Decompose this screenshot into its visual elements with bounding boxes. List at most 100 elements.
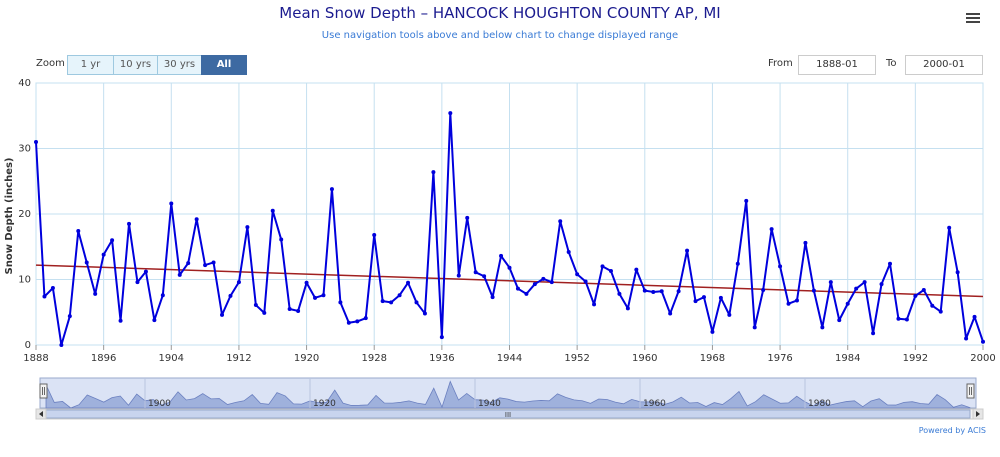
data-point[interactable] xyxy=(59,343,64,347)
data-point[interactable] xyxy=(406,280,411,285)
from-date-input[interactable]: 1888-01 xyxy=(798,55,876,75)
data-point[interactable] xyxy=(152,318,157,323)
data-point[interactable] xyxy=(938,309,943,314)
data-point[interactable] xyxy=(786,301,791,306)
data-point[interactable] xyxy=(676,289,681,294)
data-point[interactable] xyxy=(752,325,757,330)
data-point[interactable] xyxy=(211,260,216,265)
data-point[interactable] xyxy=(947,225,952,230)
data-point[interactable] xyxy=(431,170,436,175)
data-point[interactable] xyxy=(710,329,715,334)
data-point[interactable] xyxy=(329,187,334,192)
data-point[interactable] xyxy=(879,282,884,287)
data-point[interactable] xyxy=(727,312,732,317)
data-point[interactable] xyxy=(541,276,546,281)
data-point[interactable] xyxy=(127,221,132,226)
data-point[interactable] xyxy=(414,300,419,305)
data-point[interactable] xyxy=(964,336,969,341)
data-point[interactable] xyxy=(845,301,850,306)
data-point[interactable] xyxy=(634,267,639,272)
data-point[interactable] xyxy=(558,219,563,224)
data-point[interactable] xyxy=(169,201,174,206)
data-point[interactable] xyxy=(608,268,613,273)
data-point[interactable] xyxy=(67,314,72,319)
data-point[interactable] xyxy=(84,260,89,265)
data-point[interactable] xyxy=(363,316,368,321)
data-point[interactable] xyxy=(972,314,977,319)
data-point[interactable] xyxy=(296,308,301,313)
data-point[interactable] xyxy=(532,282,537,287)
data-point[interactable] xyxy=(769,227,774,232)
data-point[interactable] xyxy=(575,272,580,277)
data-point[interactable] xyxy=(372,232,377,237)
data-point[interactable] xyxy=(507,265,512,270)
data-point[interactable] xyxy=(135,280,140,285)
data-point[interactable] xyxy=(735,261,740,266)
data-point[interactable] xyxy=(904,317,909,322)
data-point[interactable] xyxy=(321,293,326,298)
data-point[interactable] xyxy=(380,299,385,304)
data-point[interactable] xyxy=(862,280,867,285)
data-point[interactable] xyxy=(42,294,47,299)
data-point[interactable] xyxy=(439,335,444,340)
navigator-handle[interactable] xyxy=(966,383,975,399)
data-point[interactable] xyxy=(896,316,901,321)
data-point[interactable] xyxy=(955,270,960,275)
data-point[interactable] xyxy=(811,288,816,293)
data-point[interactable] xyxy=(642,288,647,293)
data-point[interactable] xyxy=(177,272,182,277)
data-point[interactable] xyxy=(389,300,394,305)
data-point[interactable] xyxy=(422,311,427,316)
hamburger-menu-icon[interactable] xyxy=(966,11,980,25)
data-point[interactable] xyxy=(854,286,859,291)
data-point[interactable] xyxy=(253,303,258,308)
powered-by-credit[interactable]: Powered by ACIS xyxy=(918,426,986,435)
zoom-all-button[interactable]: All xyxy=(201,55,247,75)
data-point[interactable] xyxy=(456,273,461,278)
data-point[interactable] xyxy=(287,306,292,311)
data-point[interactable] xyxy=(583,279,588,284)
data-point[interactable] xyxy=(262,310,267,315)
data-point[interactable] xyxy=(837,318,842,323)
data-point[interactable] xyxy=(245,225,250,230)
data-point[interactable] xyxy=(617,291,622,296)
data-point[interactable] xyxy=(625,306,630,311)
data-point[interactable] xyxy=(313,295,318,300)
data-point[interactable] xyxy=(110,238,115,243)
data-point[interactable] xyxy=(279,237,284,242)
data-point[interactable] xyxy=(270,208,275,213)
data-point[interactable] xyxy=(600,264,605,269)
data-point[interactable] xyxy=(701,295,706,300)
data-point[interactable] xyxy=(346,320,351,325)
data-point[interactable] xyxy=(50,286,55,291)
data-point[interactable] xyxy=(693,299,698,304)
data-point[interactable] xyxy=(981,339,985,344)
data-point[interactable] xyxy=(194,217,199,222)
data-point[interactable] xyxy=(93,291,98,296)
data-point[interactable] xyxy=(659,289,664,294)
data-point[interactable] xyxy=(549,280,554,285)
data-point[interactable] xyxy=(118,318,123,323)
data-point[interactable] xyxy=(236,280,241,285)
data-point[interactable] xyxy=(203,263,208,268)
data-point[interactable] xyxy=(887,261,892,266)
data-point[interactable] xyxy=(921,287,926,292)
data-point[interactable] xyxy=(482,274,487,279)
data-point[interactable] xyxy=(803,240,808,245)
to-date-input[interactable]: 2000-01 xyxy=(905,55,983,75)
data-point[interactable] xyxy=(592,302,597,307)
data-point[interactable] xyxy=(828,280,833,285)
data-point[interactable] xyxy=(499,253,504,258)
data-point[interactable] xyxy=(515,286,520,291)
data-point[interactable] xyxy=(304,280,309,285)
data-point[interactable] xyxy=(76,229,81,234)
data-point[interactable] xyxy=(448,111,453,116)
data-point[interactable] xyxy=(143,269,148,274)
data-point[interactable] xyxy=(871,331,876,336)
data-point[interactable] xyxy=(220,312,225,317)
data-point[interactable] xyxy=(338,300,343,305)
data-point[interactable] xyxy=(397,293,402,298)
data-point[interactable] xyxy=(820,325,825,330)
data-point[interactable] xyxy=(913,293,918,298)
data-point[interactable] xyxy=(778,264,783,269)
